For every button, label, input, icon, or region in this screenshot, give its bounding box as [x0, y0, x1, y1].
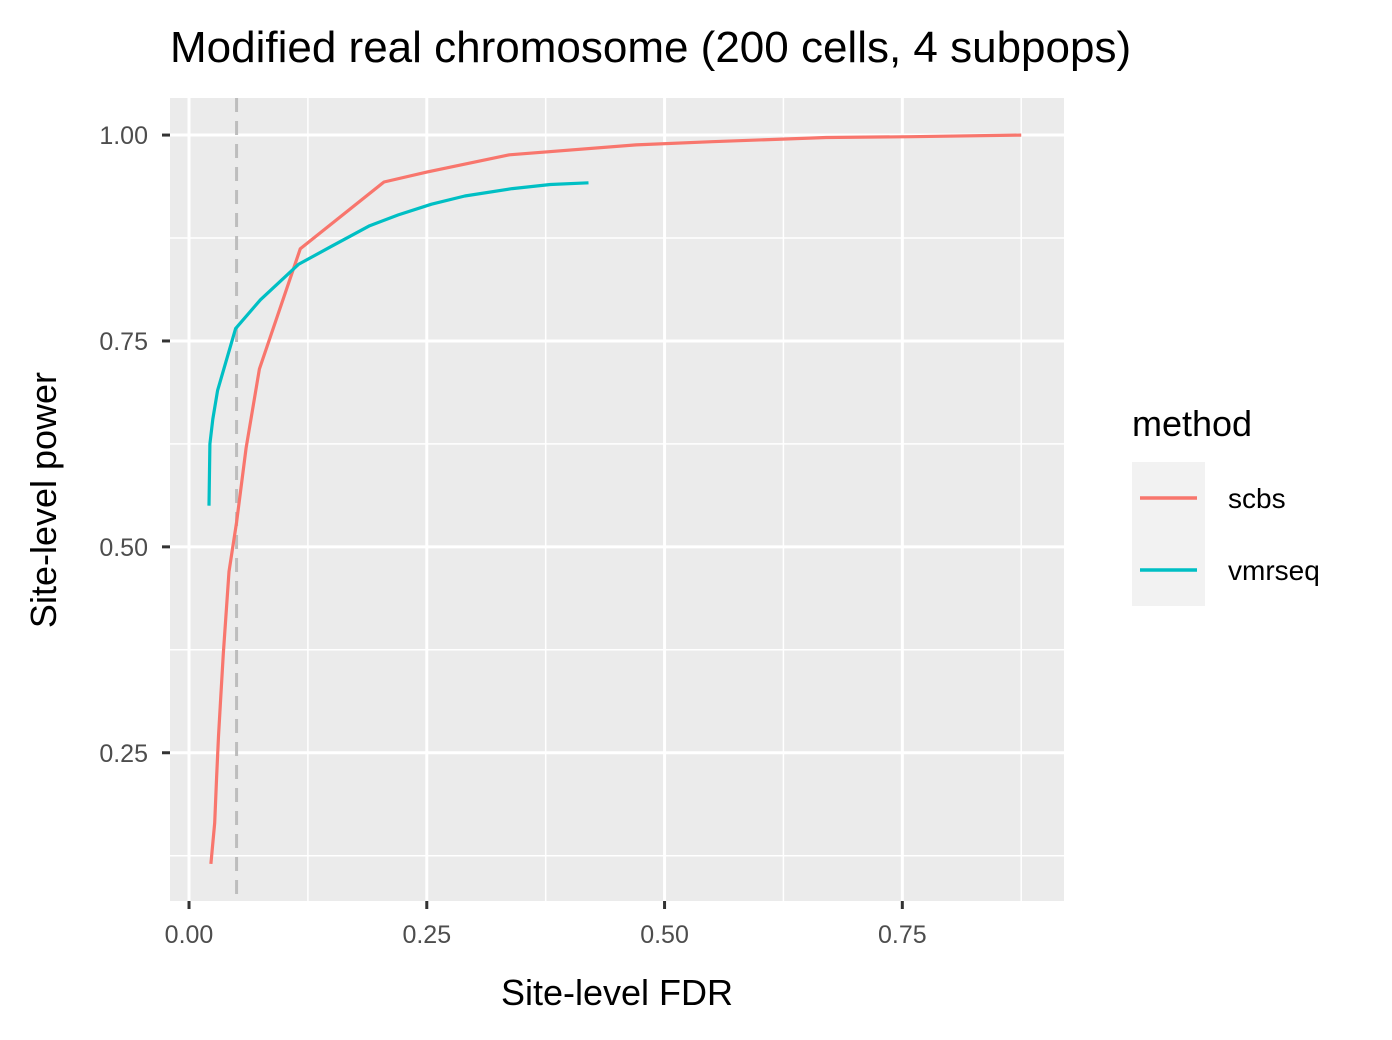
series-line-vmrseq [207, 181, 589, 506]
x-axis-title: Site-level FDR [501, 972, 733, 1013]
legend-title: method [1132, 403, 1252, 444]
chart-title: Modified real chromosome (200 cells, 4 s… [170, 23, 1131, 72]
x-tick-label: 0.50 [640, 921, 689, 949]
legend-label-scbs: scbs [1228, 483, 1286, 514]
minor-gridlines [170, 98, 1064, 901]
legend: method scbs vmrseq [1132, 403, 1320, 606]
x-tick-label: 0.25 [402, 921, 451, 949]
y-tick-label: 0.25 [99, 740, 148, 768]
y-tick-label: 0.75 [99, 328, 148, 356]
legend-key-background [1132, 462, 1205, 606]
x-axis: 0.00 0.25 0.50 0.75 [165, 901, 927, 949]
y-tick-label: 1.00 [99, 122, 148, 150]
x-tick-label: 0.75 [878, 921, 927, 949]
major-gridlines [170, 98, 1064, 901]
plot-panel [170, 98, 1064, 901]
series-lines [207, 133, 1022, 865]
y-axis-title: Site-level power [23, 372, 64, 628]
series-line-scbs [209, 133, 1022, 865]
x-tick-label: 0.00 [165, 921, 214, 949]
legend-entries: scbs vmrseq [1140, 483, 1320, 586]
legend-label-vmrseq: vmrseq [1228, 555, 1320, 586]
y-tick-label: 0.50 [99, 534, 148, 562]
y-axis: 0.25 0.50 0.75 1.00 [99, 122, 170, 768]
